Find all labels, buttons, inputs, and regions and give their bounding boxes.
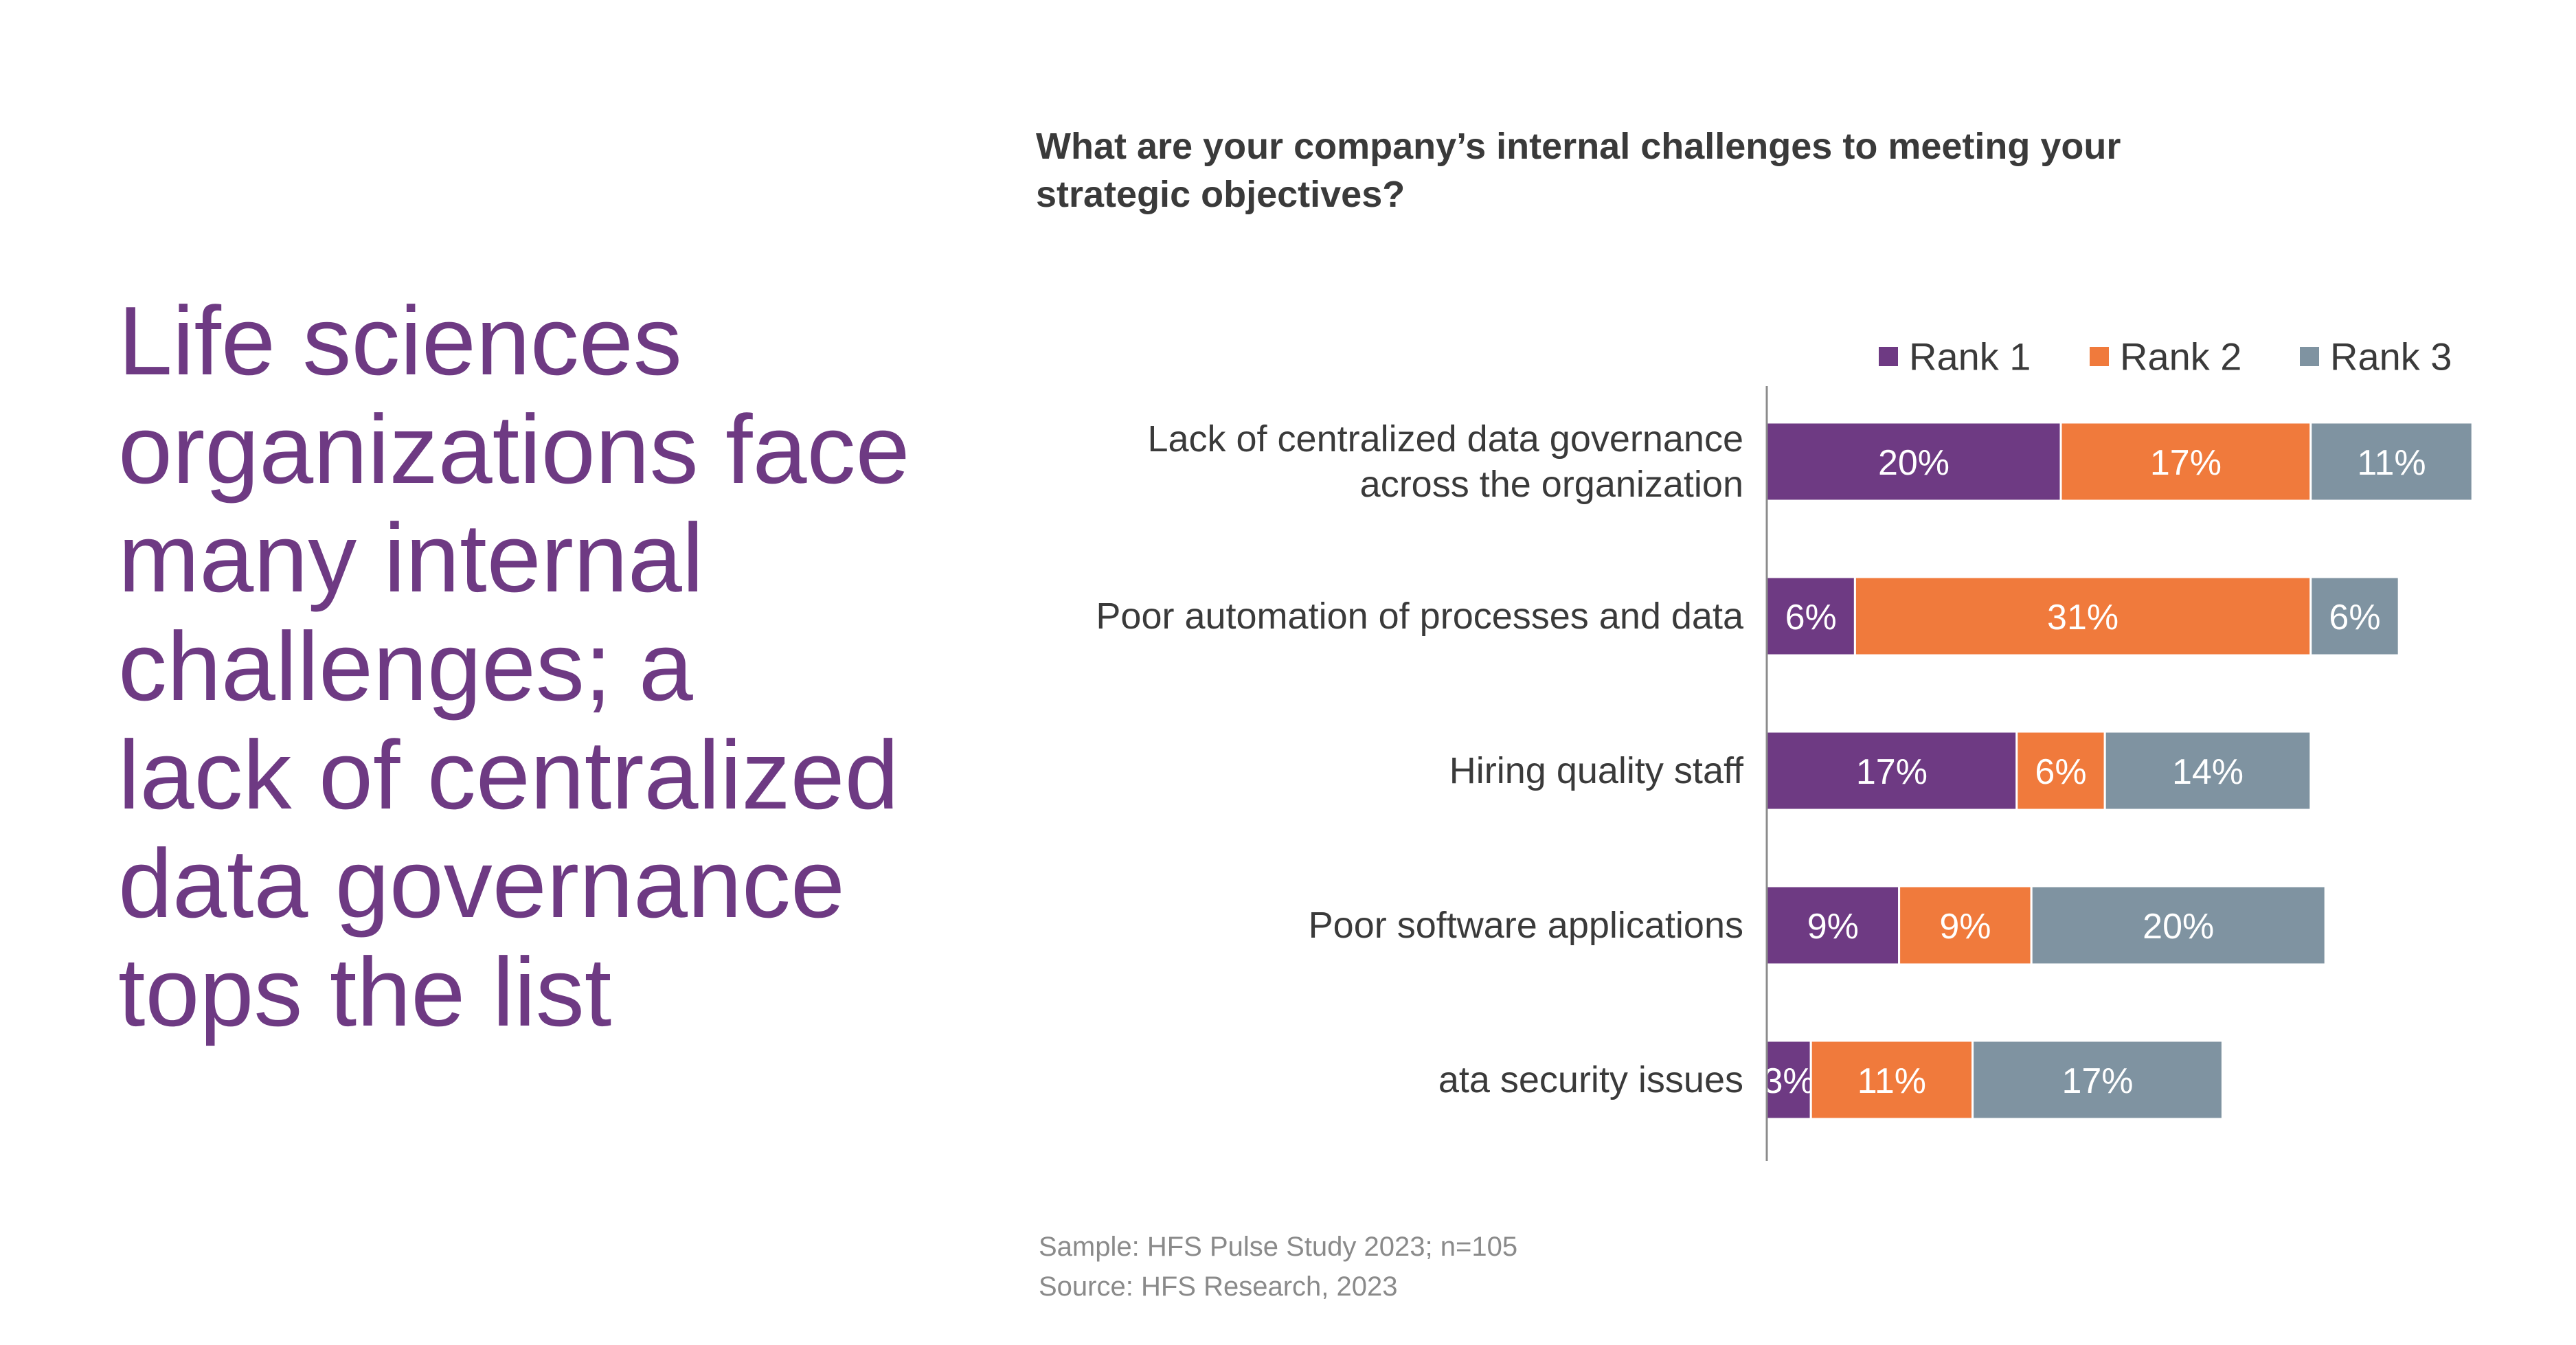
category-labels: Lack of centralized data governanceacros…	[1096, 418, 1744, 1100]
bar-segment	[1971, 1039, 2224, 1120]
bar-segment	[2030, 885, 2327, 966]
legend-swatch	[2090, 347, 2109, 366]
legend-label: Rank 3	[2330, 335, 2452, 378]
source-note: Source: HFS Research, 2023	[1039, 1271, 1398, 1302]
bar-segment	[1765, 421, 2062, 502]
data-label: 17%	[2061, 1061, 2133, 1101]
data-label: 31%	[2047, 598, 2119, 637]
data-label: 14%	[2172, 752, 2244, 792]
bar-segment	[1809, 1039, 1974, 1120]
bar-segment	[2103, 730, 2312, 811]
slide-headline: Life sciences organizations face many in…	[118, 286, 910, 1047]
bar-segment	[1765, 885, 1901, 966]
legend-swatch	[1879, 347, 1898, 366]
data-label: 20%	[2143, 907, 2214, 947]
sample-note: Sample: HFS Pulse Study 2023; n=105	[1039, 1232, 1518, 1262]
data-label: 6%	[2035, 752, 2086, 792]
chart-footnotes: Sample: HFS Pulse Study 2023; n=105 Sour…	[1039, 1227, 1517, 1307]
legend-label: Rank 2	[2120, 335, 2241, 378]
category-label: Lack of centralized data governance	[1147, 418, 1743, 460]
data-label: 6%	[1785, 598, 1837, 637]
bar-segment	[2309, 576, 2400, 657]
data-label: 11%	[2357, 443, 2426, 483]
data-label: 17%	[2150, 443, 2222, 483]
bar-segment	[2309, 421, 2474, 502]
category-label: Poor automation of processes and data	[1096, 596, 1744, 637]
data-label: 9%	[1939, 907, 1991, 947]
category-label: across the organization	[1360, 464, 1743, 505]
data-label: 9%	[1807, 907, 1859, 947]
category-label: ata security issues	[1438, 1059, 1743, 1100]
chart-title: What are your company’s internal challen…	[1036, 126, 2121, 215]
legend-label: Rank 1	[1909, 335, 2031, 378]
bar-segment	[2059, 421, 2312, 502]
bar-segment	[1898, 885, 2033, 966]
bar-segment	[2015, 730, 2106, 811]
bars: 20% 17% 11% 6% 31% 6% 17% 6% 14% 9% 9% 20% 3% 11% 17%	[1763, 421, 2474, 1120]
data-label: 11%	[1857, 1061, 1926, 1101]
bar-segment	[1853, 576, 2312, 657]
legend-swatch	[2300, 347, 2319, 366]
category-label: Poor software applications	[1309, 905, 1743, 946]
data-label: 6%	[2329, 598, 2380, 637]
chart-legend: Rank 1 Rank 2 Rank 3	[1879, 335, 2452, 378]
data-label: 3%	[1763, 1061, 1815, 1101]
data-label: 17%	[1856, 752, 1928, 792]
data-label: 20%	[1878, 443, 1950, 483]
category-label: Hiring quality staff	[1449, 750, 1744, 791]
